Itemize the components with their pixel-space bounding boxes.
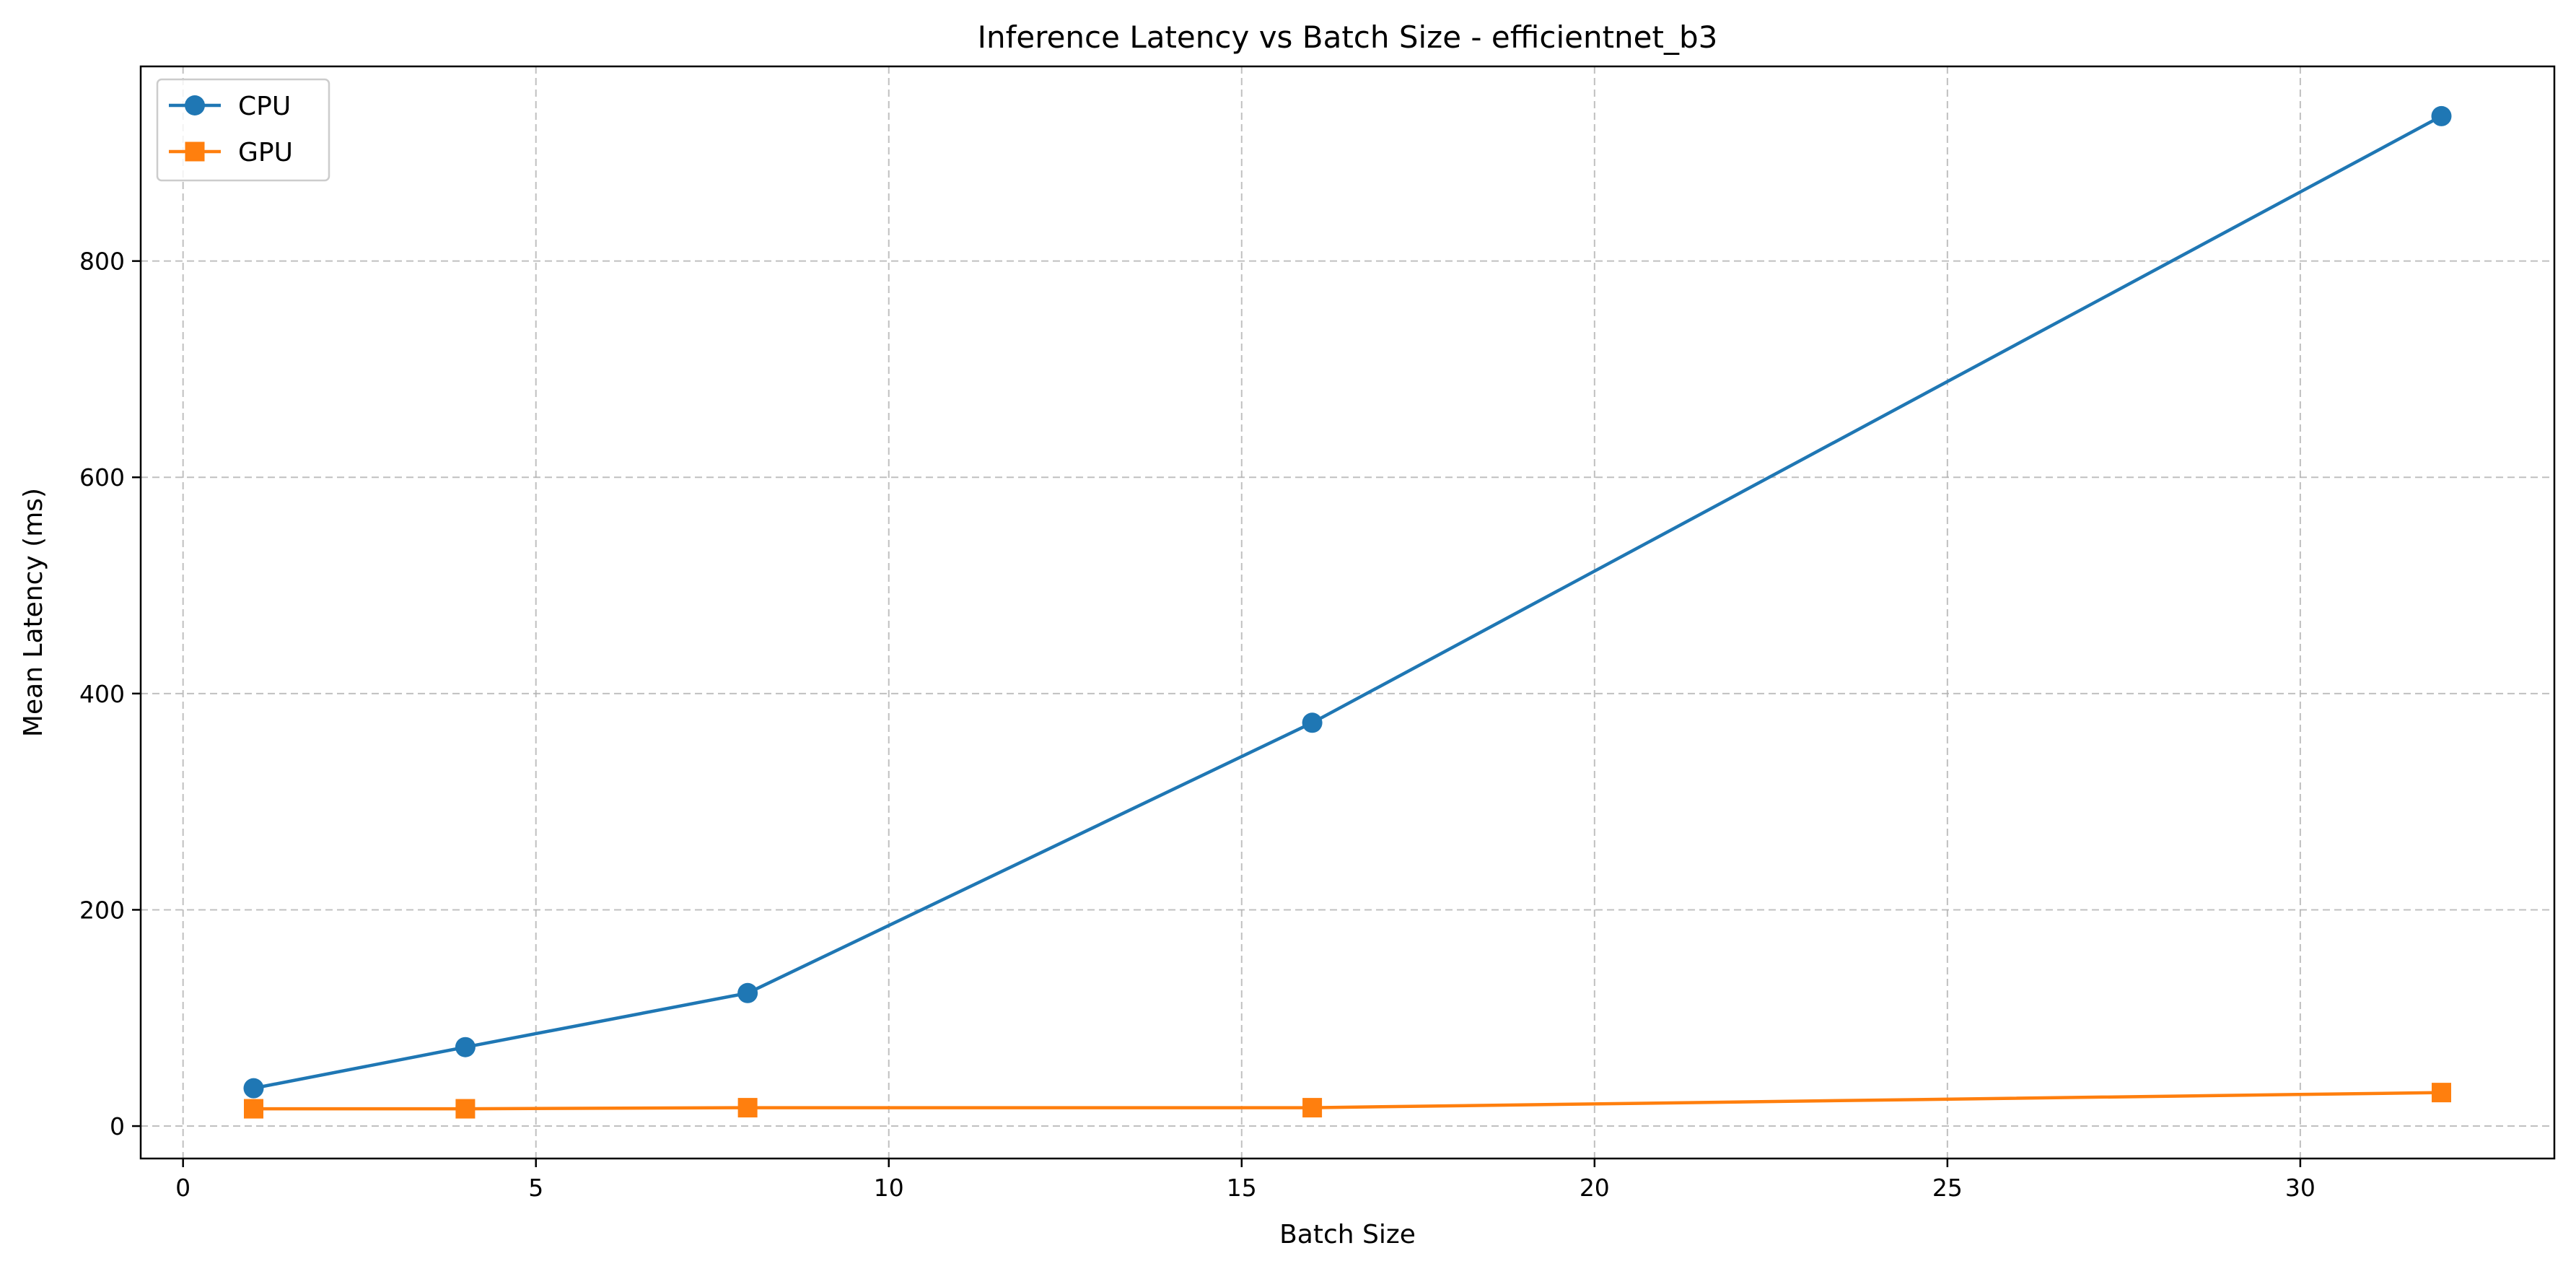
data-point-gpu [243, 1099, 263, 1119]
data-point-cpu [455, 1037, 476, 1057]
data-point-gpu [1302, 1098, 1323, 1118]
series-line-cpu [253, 114, 2443, 1090]
data-point-cpu [2431, 105, 2452, 126]
data-point-gpu [455, 1099, 476, 1119]
chart-title: Inference Latency vs Batch Size - effici… [978, 19, 1718, 55]
y-tick-label: 800 [79, 248, 125, 276]
legend-item-gpu: GPU [169, 138, 293, 167]
x-tick-label: 10 [874, 1174, 904, 1202]
legend-label-gpu: GPU [238, 138, 293, 167]
grid-lines [141, 66, 2554, 1159]
axis-ticks: 0 5 10 15 20 25 30 0 200 400 600 800 [79, 248, 2316, 1202]
legend-marker-cpu [185, 95, 205, 115]
y-tick-label: 600 [79, 463, 125, 492]
y-tick-label: 400 [79, 680, 125, 708]
series-layer [243, 105, 2452, 1119]
y-tick-label: 0 [110, 1112, 125, 1140]
x-tick-label: 0 [175, 1174, 190, 1202]
x-tick-label: 25 [1932, 1174, 1963, 1202]
series-line-gpu [253, 1091, 2442, 1111]
x-axis-label: Batch Size [1279, 1220, 1416, 1249]
data-point-cpu [243, 1078, 264, 1099]
legend-item-cpu: CPU [169, 92, 291, 121]
legend: CPU GPU [156, 78, 330, 182]
x-tick-label: 5 [528, 1174, 543, 1202]
data-point-cpu [737, 982, 758, 1003]
legend-label-cpu: CPU [238, 92, 291, 121]
x-tick-label: 20 [1580, 1174, 1610, 1202]
series-cpu [243, 105, 2452, 1099]
x-tick-label: 30 [2285, 1174, 2316, 1202]
data-point-gpu [737, 1098, 758, 1118]
y-tick-label: 200 [79, 896, 125, 924]
legend-marker-gpu [185, 141, 205, 162]
y-axis-label: Mean Latency (ms) [19, 488, 48, 737]
data-point-gpu [2432, 1083, 2452, 1103]
series-gpu [243, 1083, 2452, 1119]
data-point-cpu [1302, 712, 1323, 733]
plot-frame [139, 65, 2556, 1160]
x-tick-label: 15 [1227, 1174, 1257, 1202]
